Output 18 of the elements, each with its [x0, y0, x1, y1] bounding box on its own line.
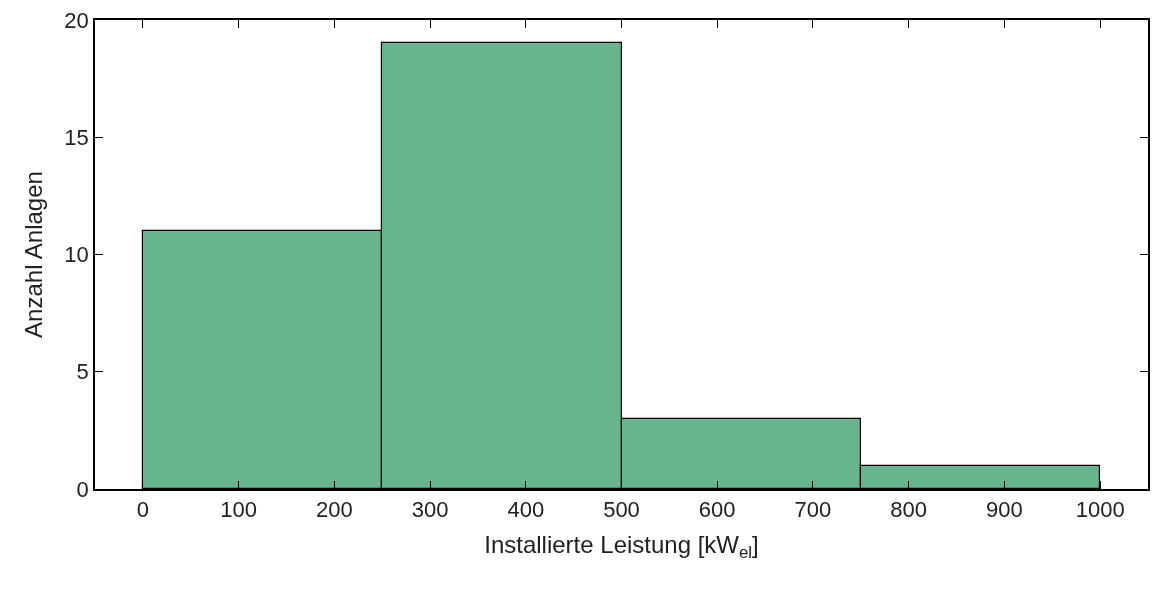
x-tick-label: 500 — [603, 497, 640, 523]
x-tick-label: 0 — [136, 497, 149, 523]
y-tick-label: 0 — [76, 476, 89, 502]
y-tick-label: 20 — [64, 7, 89, 33]
x-tick-label: 400 — [507, 497, 545, 523]
x-axis-title: Installierte Leistung [kW$_{el}$] — [484, 530, 759, 562]
x-tick-label: 900 — [986, 497, 1023, 523]
x-tick-label: 1000 — [1075, 497, 1125, 523]
x-tick-label: 800 — [890, 497, 928, 523]
x-tick-label: 700 — [794, 497, 832, 523]
x-tick-label: 300 — [411, 497, 449, 523]
y-tick-label: 10 — [64, 242, 89, 268]
y-axis-title: Anzahl Anlagen — [19, 171, 47, 338]
y-tick-label: 15 — [64, 124, 89, 150]
y-tick-label: 5 — [76, 359, 89, 385]
x-tick-label: 600 — [698, 497, 736, 523]
x-tick-label: 200 — [315, 497, 353, 523]
x-tick-label: 100 — [220, 497, 257, 523]
